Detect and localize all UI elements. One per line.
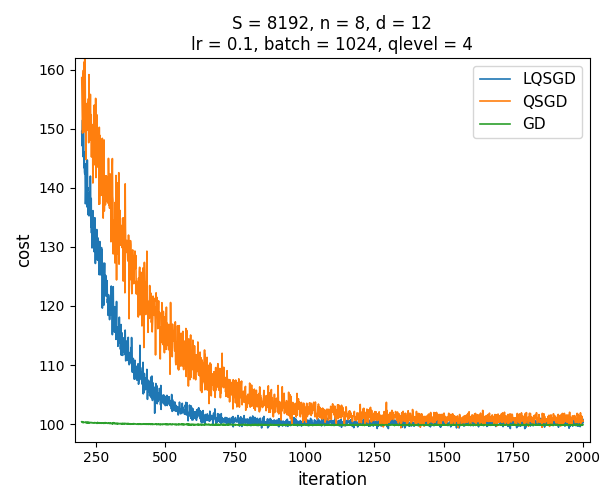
GD <box>243 422 250 428</box>
QSGD <box>239 394 246 400</box>
LQSGD <box>452 420 459 426</box>
QSGD <box>305 404 312 410</box>
Line: QSGD: QSGD <box>82 46 583 428</box>
GD <box>304 422 312 428</box>
GD <box>406 423 413 429</box>
Line: GD: GD <box>82 422 583 426</box>
QSGD <box>452 417 459 423</box>
Y-axis label: cost: cost <box>15 233 33 267</box>
GD <box>140 421 147 427</box>
X-axis label: iteration: iteration <box>298 471 367 489</box>
LQSGD <box>91 227 99 233</box>
QSGD <box>243 393 251 399</box>
QSGD <box>81 43 89 49</box>
LQSGD <box>579 416 586 422</box>
Legend: LQSGD, QSGD, GD: LQSGD, QSGD, GD <box>474 66 582 138</box>
LQSGD <box>78 129 86 135</box>
LQSGD <box>305 418 312 424</box>
QSGD <box>91 128 99 134</box>
QSGD <box>140 345 148 351</box>
GD <box>579 422 586 428</box>
QSGD <box>579 418 586 424</box>
LQSGD <box>140 390 148 396</box>
GD <box>452 422 459 428</box>
QSGD <box>78 75 86 81</box>
LQSGD <box>239 416 246 422</box>
LQSGD <box>243 417 251 423</box>
LQSGD <box>521 425 529 431</box>
LQSGD <box>79 117 86 123</box>
GD <box>238 421 246 427</box>
Title: S = 8192, n = 8, d = 12
lr = 0.1, batch = 1024, qlevel = 4: S = 8192, n = 8, d = 12 lr = 0.1, batch … <box>192 15 473 54</box>
GD <box>91 420 99 426</box>
QSGD <box>397 425 405 431</box>
GD <box>78 419 86 425</box>
Line: LQSGD: LQSGD <box>82 120 583 428</box>
